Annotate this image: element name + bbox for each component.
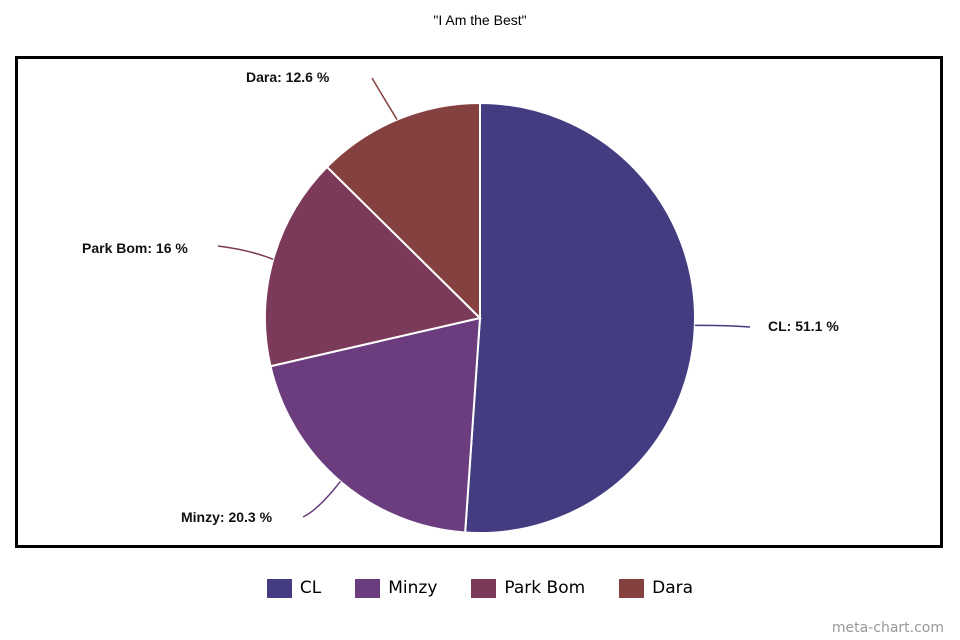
- leader-line: [371, 77, 398, 121]
- legend-swatch: [619, 578, 645, 598]
- slice-data-label: Minzy: 20.3 %: [181, 509, 273, 525]
- legend-label: Minzy: [388, 578, 438, 598]
- legend-item: Dara: [619, 578, 693, 598]
- plot-area-frame: [15, 56, 943, 548]
- legend-label: Park Bom: [504, 578, 586, 598]
- legend-item: CL: [266, 578, 322, 598]
- legend-item: Minzy: [355, 578, 437, 598]
- legend-swatch: [471, 578, 497, 598]
- legend-label: Dara: [652, 578, 694, 598]
- slice-data-label: Park Bom: 16 %: [82, 240, 188, 256]
- leader-line: [302, 481, 341, 518]
- legend-swatch: [355, 578, 381, 598]
- pie-slice-cl: [464, 101, 696, 534]
- legend: CL Minzy Park Bom Dara: [0, 578, 960, 598]
- legend-label: CL: [299, 578, 322, 598]
- legend-item: Park Bom: [471, 578, 585, 598]
- leader-line: [694, 324, 751, 328]
- slice-data-label: Dara: 12.6 %: [246, 69, 330, 85]
- legend-swatch: [266, 578, 292, 598]
- pie-slice-minzy: [269, 316, 482, 534]
- leader-line: [217, 245, 274, 261]
- watermark: meta-chart.com: [831, 620, 944, 636]
- chart-title: "I Am the Best": [433, 12, 527, 28]
- pie-slice-park-bom: [264, 165, 482, 368]
- slice-data-label: CL: 51.1 %: [768, 318, 839, 334]
